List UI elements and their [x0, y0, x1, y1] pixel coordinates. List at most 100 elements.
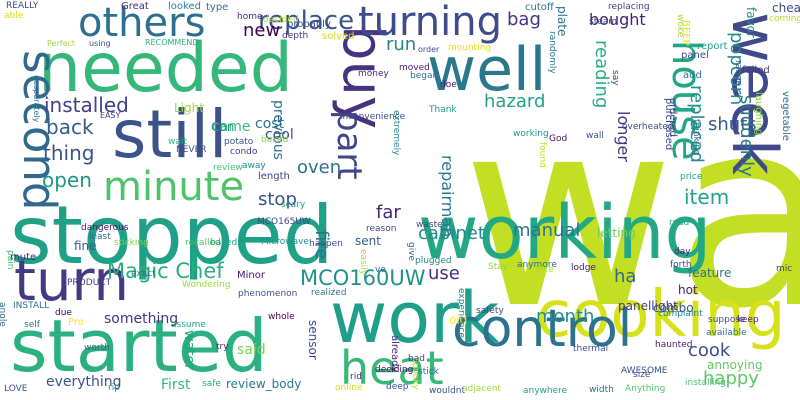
cloud-word: haunted	[655, 340, 693, 350]
cloud-word: stick	[418, 367, 439, 377]
cloud-word: money	[358, 69, 389, 79]
cloud-word: God	[549, 134, 568, 144]
cloud-word: cool	[265, 127, 294, 143]
cloud-word: plugged	[415, 256, 452, 266]
cloud-word: cook	[688, 340, 731, 361]
cloud-word: minute	[103, 164, 245, 210]
cloud-word: everything	[46, 374, 122, 390]
cloud-word: based	[210, 238, 238, 248]
cloud-word: PRODUCT	[67, 278, 112, 288]
cloud-word: started	[10, 304, 268, 388]
cloud-word: thermal	[573, 344, 609, 354]
cloud-word: sticking	[114, 238, 149, 248]
cloud-word: MCO165UW	[257, 217, 311, 227]
cloud-word: Pro	[68, 317, 84, 328]
cloud-word: found	[537, 142, 547, 168]
cloud-word: others	[78, 0, 206, 46]
cloud-word: Magic Chef	[107, 259, 224, 283]
cloud-word: least	[89, 232, 111, 242]
cloud-word: use	[428, 263, 460, 284]
cloud-word: length	[258, 171, 290, 182]
cloud-word: inconvenience	[340, 112, 406, 122]
cloud-word: phenomenon	[238, 289, 298, 299]
cloud-word: forth	[670, 260, 692, 270]
cloud-word: Con	[211, 120, 235, 134]
cloud-word: open	[42, 168, 92, 192]
cloud-word: bad	[408, 354, 425, 364]
cloud-word: laughing	[753, 92, 764, 136]
cloud-word: add	[683, 70, 702, 81]
cloud-word: favor	[744, 7, 758, 38]
cloud-word: self	[24, 320, 40, 330]
cloud-word: panellight	[618, 299, 678, 313]
cloud-word: turn	[14, 249, 129, 314]
cloud-word: exact	[131, 269, 156, 279]
cloud-word: installing	[685, 378, 726, 388]
cloud-word: overheated	[622, 122, 674, 132]
cloud-word: online	[335, 383, 363, 393]
cloud-word: read	[669, 218, 690, 228]
cloud-word: First	[161, 377, 191, 393]
cloud-word: plate	[555, 6, 569, 37]
cloud-word: control	[452, 299, 633, 359]
cloud-word: hot	[678, 283, 698, 297]
cloud-word: review_body	[226, 377, 302, 391]
cloud-word: ha	[614, 266, 637, 287]
cloud-word: nice	[535, 265, 554, 275]
cloud-word: stopped	[10, 189, 334, 282]
cloud-word: dangerous	[81, 223, 129, 233]
cloud-word: hazard	[484, 91, 546, 112]
cloud-word: BEEP	[680, 20, 691, 46]
cloud-word: came	[212, 119, 251, 135]
cloud-word: mic	[776, 264, 793, 274]
cloud-word: report	[697, 41, 728, 52]
cloud-word: happy	[703, 368, 759, 389]
cloud-word: using	[89, 39, 111, 48]
cloud-word: type	[206, 2, 229, 13]
cloud-word: Perfect	[47, 39, 76, 48]
cloud-word: wait	[168, 137, 187, 147]
cloud-word: working	[418, 190, 712, 276]
cloud-word: annoying	[707, 358, 763, 372]
cloud-word: ve	[375, 265, 386, 275]
cloud-word: wall	[586, 131, 604, 141]
cloud-word: failed	[742, 65, 770, 76]
cloud-word: size	[633, 370, 651, 380]
cloud-word: NEVER	[176, 145, 207, 155]
cloud-word: Minor	[237, 270, 265, 281]
cloud-word: available	[706, 328, 747, 338]
cloud-word: away	[242, 161, 266, 171]
cloud-word: Microwave	[261, 237, 309, 247]
cloud-word: fine	[74, 239, 97, 253]
cloud-word: vegetable	[780, 91, 791, 141]
cloud-word: Stay	[488, 262, 509, 272]
cloud-word: sent	[355, 234, 381, 248]
cloud-word: replacing	[608, 2, 650, 12]
cloud-word: review	[213, 163, 243, 173]
cloud-word: happen	[309, 239, 343, 249]
cloud-word: combo	[653, 301, 694, 315]
cloud-word: turning	[358, 0, 502, 45]
cloud-word: width	[589, 385, 614, 395]
cloud-word: RECOMMEND	[145, 38, 199, 47]
cloud-word: recalled	[185, 238, 221, 248]
cloud-word: bag	[507, 9, 541, 30]
cloud-word: waste	[416, 220, 443, 230]
cloud-word: oven	[297, 157, 342, 178]
cloud-word: adjacent	[462, 384, 501, 394]
cloud-word: easily	[358, 249, 368, 276]
cloud-word: longer	[614, 111, 633, 162]
cloud-word: randomly	[547, 31, 557, 74]
cloud-word: rip	[108, 383, 120, 393]
cloud-word: replace	[258, 6, 355, 36]
cloud-word: MCO160UW	[300, 266, 426, 290]
cloud-word: anymore	[517, 260, 557, 270]
cloud-word: reason	[366, 224, 397, 234]
cloud-word: thinking	[691, 119, 701, 156]
cloud-word: potato	[224, 137, 254, 147]
cloud-word: work	[330, 277, 500, 359]
cloud-word: installed	[44, 93, 129, 117]
cloud-word: steam	[589, 17, 618, 27]
cloud-word: whole	[268, 312, 295, 322]
